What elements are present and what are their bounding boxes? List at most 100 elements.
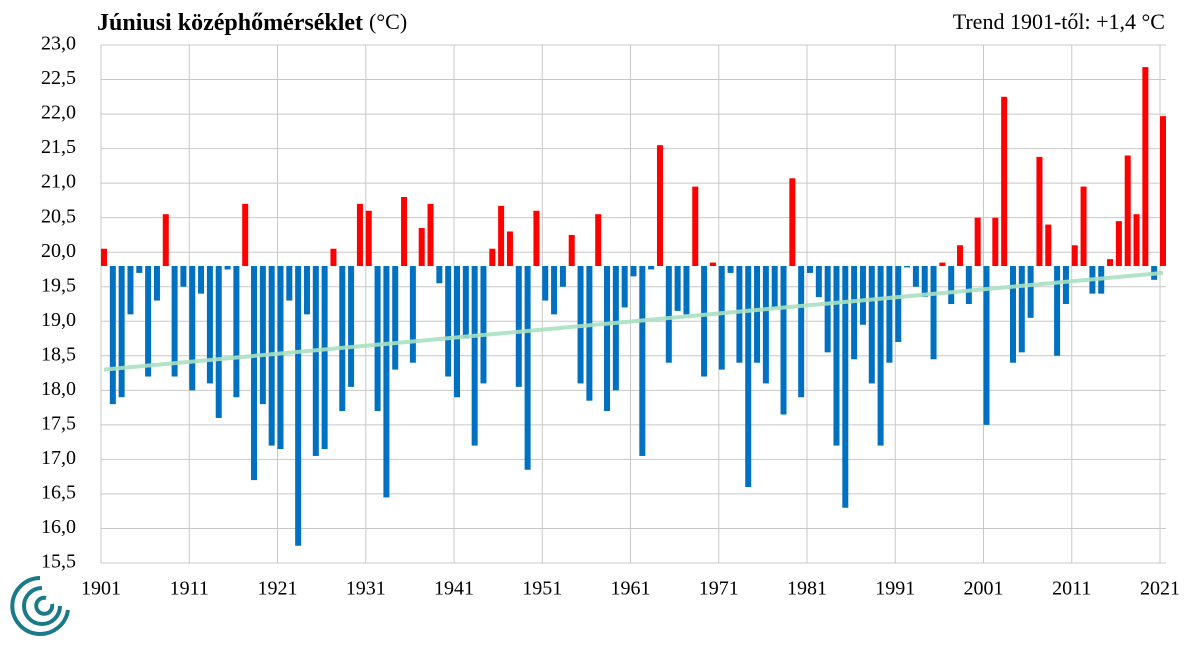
bar xyxy=(224,266,231,270)
title-unit: (°C) xyxy=(369,9,407,34)
bar xyxy=(992,217,999,267)
bar xyxy=(886,266,893,363)
x-tick-label: 1911 xyxy=(170,578,209,600)
bar xyxy=(1009,266,1016,363)
bar xyxy=(780,266,787,415)
bar xyxy=(1133,214,1140,267)
bar xyxy=(648,266,655,270)
bar xyxy=(683,266,690,315)
bar xyxy=(771,266,778,308)
bar xyxy=(851,266,858,360)
bar xyxy=(815,266,822,298)
bar xyxy=(383,266,390,498)
y-tick-label: 16,5 xyxy=(41,482,76,504)
bar xyxy=(921,266,928,298)
bar xyxy=(1001,96,1008,267)
y-tick-label: 21,0 xyxy=(41,171,76,193)
bar xyxy=(462,266,469,339)
bar xyxy=(136,266,143,273)
bar xyxy=(930,266,937,360)
bar xyxy=(242,203,249,267)
bar xyxy=(215,266,222,418)
y-tick-label: 15,5 xyxy=(41,551,76,573)
bar xyxy=(939,262,946,267)
bar xyxy=(568,234,575,267)
bar xyxy=(542,266,549,301)
bar xyxy=(480,266,487,384)
bar xyxy=(206,266,213,384)
y-tick-label: 19,0 xyxy=(41,309,76,331)
x-tick-label: 1901 xyxy=(81,578,121,600)
bar xyxy=(1045,224,1052,267)
bar xyxy=(833,266,840,446)
bar xyxy=(374,266,381,412)
bar xyxy=(445,266,452,377)
x-tick-label: 2001 xyxy=(964,578,1004,600)
y-tick-label: 22,5 xyxy=(41,67,76,89)
x-tick-label: 1921 xyxy=(258,578,298,600)
bar xyxy=(109,266,116,405)
x-tick-label: 1991 xyxy=(875,578,915,600)
bar xyxy=(736,266,743,363)
bar xyxy=(1107,259,1114,267)
bar xyxy=(1080,186,1087,267)
y-tick-label: 18,0 xyxy=(41,378,76,400)
y-tick-label: 16,0 xyxy=(41,516,76,538)
bar xyxy=(745,266,752,488)
bar xyxy=(912,266,919,287)
bar xyxy=(630,266,637,277)
bar xyxy=(789,178,796,267)
bar xyxy=(1160,116,1166,267)
bar xyxy=(665,266,672,363)
y-tick-label: 23,0 xyxy=(41,33,76,55)
bar xyxy=(674,266,681,311)
title-main: Júniusi középhőmérséklet xyxy=(97,10,363,36)
bar xyxy=(233,266,240,398)
bar xyxy=(551,266,558,315)
bar xyxy=(1018,266,1025,353)
bar xyxy=(330,248,337,267)
bar xyxy=(807,266,813,273)
bar xyxy=(312,266,319,456)
bar xyxy=(859,266,866,325)
bar xyxy=(621,266,628,308)
bar xyxy=(904,266,911,268)
bar xyxy=(259,266,266,405)
bar xyxy=(948,266,955,304)
x-tick-label: 2011 xyxy=(1052,578,1091,600)
bar xyxy=(524,266,531,470)
bar xyxy=(277,266,284,450)
bar xyxy=(162,214,169,267)
bar xyxy=(559,266,566,287)
bar xyxy=(1124,155,1131,267)
bar xyxy=(824,266,831,353)
y-tick-label: 20,0 xyxy=(41,240,76,262)
bar xyxy=(489,248,496,267)
bar xyxy=(754,266,761,363)
bar xyxy=(339,266,346,412)
bar xyxy=(251,266,258,481)
bar xyxy=(1054,266,1061,356)
bar xyxy=(189,266,196,391)
bar xyxy=(895,266,902,342)
x-tick-label: 1981 xyxy=(787,578,827,600)
bar xyxy=(171,266,178,377)
y-tick-label: 22,0 xyxy=(41,102,76,124)
chart-title: Júniusi középhőmérséklet (°C) xyxy=(97,9,407,35)
bar xyxy=(401,196,408,267)
y-tick-label: 17,5 xyxy=(41,412,76,434)
bar xyxy=(436,266,443,284)
bar xyxy=(418,228,425,267)
bar xyxy=(348,266,355,387)
bar xyxy=(604,266,611,412)
bar xyxy=(957,245,964,267)
bar xyxy=(392,266,399,370)
bar xyxy=(1142,67,1149,267)
bar xyxy=(709,262,716,267)
bar xyxy=(727,266,734,273)
y-tick-label: 21,5 xyxy=(41,136,76,158)
y-tick-label: 17,0 xyxy=(41,447,76,469)
bar xyxy=(118,266,125,398)
x-tick-label: 1951 xyxy=(522,578,562,600)
bar xyxy=(692,186,699,267)
